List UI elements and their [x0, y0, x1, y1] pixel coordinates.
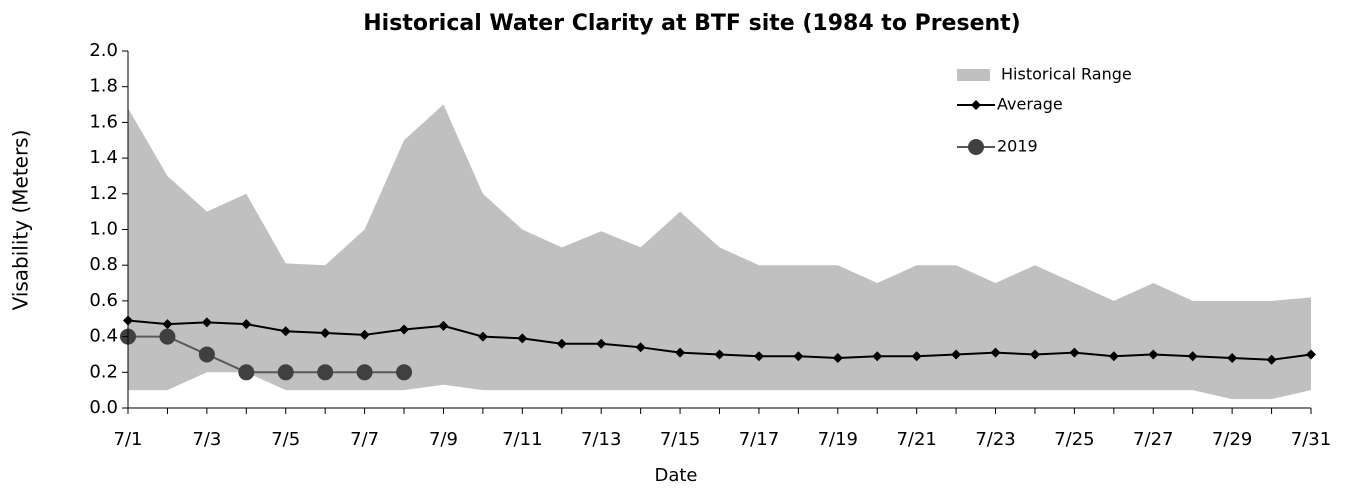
point-average: [951, 349, 962, 360]
point-2019: [277, 364, 294, 381]
y-tick-label: 1.4: [89, 147, 118, 168]
point-average: [320, 328, 331, 339]
point-average: [517, 333, 528, 344]
y-tick-label: 1.2: [89, 183, 118, 204]
x-tick-label: 7/25: [1054, 429, 1094, 450]
point-2019: [317, 364, 334, 381]
x-tick-label: 7/29: [1212, 429, 1252, 450]
legend-label: 2019: [997, 137, 1038, 156]
y-tick-label: 1.0: [89, 219, 118, 240]
x-tick-label: 7/19: [818, 429, 858, 450]
x-tick-label: 7/13: [581, 429, 621, 450]
x-axis-label: Date: [654, 465, 697, 486]
point-average: [241, 319, 252, 330]
x-tick-label: 7/9: [429, 429, 458, 450]
point-average: [556, 338, 567, 349]
point-2019: [396, 364, 413, 381]
point-average: [1108, 351, 1119, 362]
point-average: [438, 320, 449, 331]
x-tick-label: 7/3: [192, 429, 221, 450]
point-average: [990, 347, 1001, 358]
x-tick-label: 7/23: [975, 429, 1015, 450]
point-average: [1148, 349, 1159, 360]
x-tick-label: 7/17: [739, 429, 779, 450]
point-average: [201, 317, 212, 328]
point-average: [162, 319, 173, 330]
legend-marker: [968, 139, 984, 155]
point-average: [911, 351, 922, 362]
x-tick-label: 7/7: [350, 429, 379, 450]
x-tick-label: 7/31: [1291, 429, 1331, 450]
point-average: [280, 326, 291, 337]
point-average: [714, 349, 725, 360]
point-average: [1306, 349, 1316, 360]
y-tick-label: 0.2: [89, 361, 118, 382]
point-average: [596, 338, 607, 349]
point-average: [1029, 349, 1040, 360]
x-tick-label: 7/21: [896, 429, 936, 450]
point-average: [1187, 351, 1198, 362]
point-average: [635, 342, 646, 353]
point-2019: [238, 364, 255, 381]
y-axis-label: Visability (Meters): [9, 130, 33, 311]
point-average: [477, 331, 488, 342]
y-tick-label: 0.4: [89, 326, 118, 347]
x-tick-label: 7/11: [502, 429, 542, 450]
legend-swatch: [957, 69, 990, 81]
x-tick-label: 7/15: [660, 429, 700, 450]
point-2019: [159, 328, 176, 345]
y-tick-label: 1.6: [89, 111, 118, 132]
chart-title: Historical Water Clarity at BTF site (19…: [363, 11, 1020, 36]
point-average: [1266, 354, 1277, 365]
legend-label: Historical Range: [1001, 65, 1132, 84]
point-average: [832, 353, 843, 364]
point-average: [399, 324, 410, 335]
y-tick-label: 0.0: [89, 397, 118, 418]
y-tick-label: 0.6: [89, 290, 118, 311]
point-average: [359, 329, 370, 340]
point-average: [1227, 353, 1238, 364]
point-2019: [198, 346, 215, 363]
point-average: [872, 351, 883, 362]
legend-marker: [971, 100, 981, 110]
point-average: [1069, 347, 1080, 358]
y-tick-label: 0.8: [89, 254, 118, 275]
point-2019: [356, 364, 373, 381]
point-average: [753, 351, 764, 362]
point-average: [793, 351, 804, 362]
x-tick-label: 7/27: [1133, 429, 1173, 450]
x-tick-label: 7/1: [114, 429, 143, 450]
point-average: [675, 347, 686, 358]
legend-label: Average: [997, 95, 1063, 114]
y-tick-label: 2.0: [89, 40, 118, 61]
x-tick-label: 7/5: [271, 429, 300, 450]
y-tick-label: 1.8: [89, 76, 118, 97]
historical-range-area: [128, 104, 1311, 400]
